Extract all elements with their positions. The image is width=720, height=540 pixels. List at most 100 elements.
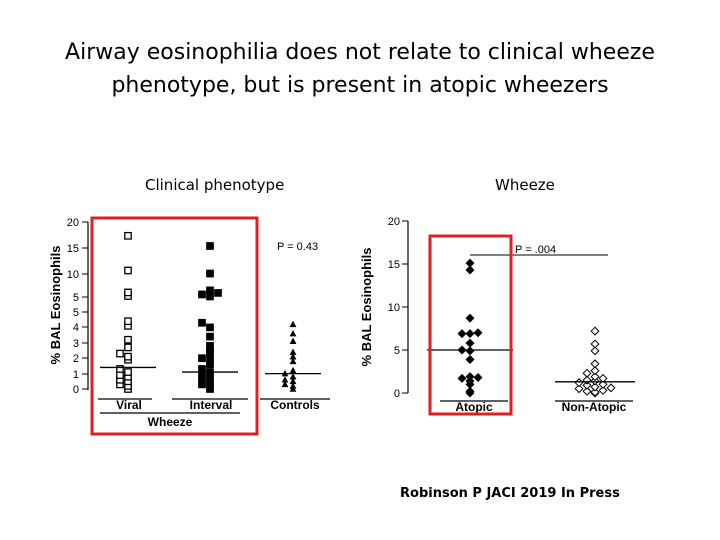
left-tick-label: 1 bbox=[73, 369, 79, 381]
controls-point bbox=[289, 377, 297, 385]
viral-point bbox=[124, 266, 132, 275]
controls-point bbox=[289, 329, 297, 337]
non-atopic-point bbox=[598, 385, 608, 395]
non-atopic-point bbox=[590, 372, 600, 382]
x-label-atopic: Atopic bbox=[455, 400, 493, 414]
interval-point bbox=[198, 375, 206, 384]
right-y-ticks: 0 5 10 15 20 bbox=[388, 216, 408, 400]
controls-point bbox=[281, 380, 289, 388]
right-tick-label: 20 bbox=[388, 216, 400, 228]
interval-point bbox=[198, 318, 206, 327]
non-atopic-point bbox=[582, 368, 592, 378]
non-atopic-point bbox=[606, 383, 616, 393]
right-p-value: P = .004 bbox=[515, 244, 556, 256]
left-p-value: P = 0.43 bbox=[277, 241, 318, 253]
viral-point bbox=[124, 335, 132, 344]
right-chart-subtitle: Wheeze bbox=[495, 176, 555, 194]
viral-point bbox=[124, 231, 132, 240]
atopic-point bbox=[465, 346, 475, 356]
viral-point bbox=[124, 288, 132, 297]
interval-point bbox=[206, 355, 214, 364]
controls-point bbox=[289, 366, 297, 374]
non-atopic-point bbox=[574, 378, 584, 388]
viral-point bbox=[124, 352, 132, 361]
atopic-point bbox=[465, 265, 475, 275]
interval-point bbox=[206, 332, 214, 341]
non-atopic-point bbox=[590, 346, 600, 356]
controls-point bbox=[289, 320, 297, 328]
left-chart: 0 1 2 3 4 5 5 10 15 20 % BAL Eosinophils P = 0.43… bbox=[48, 216, 330, 436]
non-atopic-point bbox=[590, 387, 600, 397]
left-y-ticks: 0 1 2 3 4 5 5 10 15 20 bbox=[67, 217, 88, 396]
left-tick-label: 3 bbox=[73, 338, 79, 350]
right-median-lines bbox=[427, 349, 635, 383]
left-tick-label: 2 bbox=[73, 353, 79, 365]
non-atopic-point bbox=[590, 382, 600, 392]
left-data-points bbox=[116, 231, 297, 393]
interval-point bbox=[206, 292, 214, 301]
viral-point bbox=[124, 343, 132, 352]
interval-point bbox=[198, 290, 206, 299]
atopic-point bbox=[457, 373, 467, 383]
non-atopic-point bbox=[582, 375, 592, 385]
controls-point bbox=[281, 376, 289, 383]
x-label-interval: Interval bbox=[190, 398, 233, 412]
slide-title: Airway eosinophilia does not relate to c… bbox=[0, 36, 720, 102]
left-tick-label: 10 bbox=[67, 269, 79, 281]
x-label-viral: Viral bbox=[116, 398, 142, 412]
atopic-point bbox=[465, 354, 475, 364]
viral-point bbox=[124, 368, 132, 376]
non-atopic-point bbox=[582, 380, 592, 390]
wheeze-group-label: Wheeze bbox=[148, 415, 193, 429]
atopic-point bbox=[465, 329, 475, 339]
interval-point bbox=[206, 286, 214, 295]
controls-point bbox=[289, 373, 297, 380]
left-highlight-box bbox=[90, 216, 259, 436]
left-tick-label: 15 bbox=[67, 243, 79, 255]
slide-title-line-1: Airway eosinophilia does not relate to c… bbox=[65, 40, 655, 65]
controls-point bbox=[289, 382, 297, 389]
controls-point bbox=[289, 348, 297, 355]
viral-point bbox=[124, 317, 132, 326]
non-atopic-point bbox=[574, 384, 584, 394]
non-atopic-point bbox=[590, 339, 600, 349]
interval-point bbox=[206, 242, 214, 250]
right-tick-label: 15 bbox=[388, 259, 400, 271]
interval-point bbox=[206, 269, 214, 278]
atopic-point bbox=[465, 386, 475, 396]
viral-point bbox=[116, 365, 124, 373]
citation: Robinson P JACI 2019 In Press bbox=[400, 486, 620, 501]
non-atopic-point bbox=[590, 359, 600, 369]
right-tick-label: 10 bbox=[388, 302, 400, 314]
right-tick-label: 0 bbox=[394, 388, 400, 400]
atopic-point bbox=[465, 338, 475, 348]
left-y-axis-label: % BAL Eosinophils bbox=[48, 246, 63, 365]
x-label-non-atopic: Non-Atopic bbox=[562, 400, 627, 414]
left-tick-label: 5 bbox=[73, 307, 79, 319]
atopic-point bbox=[465, 313, 475, 323]
controls-point bbox=[289, 337, 297, 345]
controls-point bbox=[289, 353, 297, 360]
right-tick-label: 5 bbox=[394, 345, 400, 357]
controls-point bbox=[289, 357, 297, 365]
non-atopic-point bbox=[598, 379, 608, 389]
right-data-points bbox=[457, 258, 616, 398]
right-chart: 0 5 10 15 20 % BAL Eosinophils P = .004 Atop… bbox=[359, 216, 635, 416]
left-median-lines bbox=[100, 366, 321, 375]
interval-point bbox=[198, 354, 206, 363]
right-highlight-box bbox=[428, 234, 513, 416]
viral-point bbox=[116, 349, 124, 358]
left-tick-label: 4 bbox=[73, 322, 79, 334]
viral-point bbox=[116, 371, 124, 379]
non-atopic-point bbox=[598, 373, 608, 383]
left-tick-label: 20 bbox=[67, 217, 79, 229]
atopic-point bbox=[457, 329, 467, 339]
non-atopic-point bbox=[590, 326, 600, 336]
atopic-point bbox=[465, 372, 475, 382]
left-tick-label: 0 bbox=[73, 384, 79, 396]
atopic-point bbox=[473, 328, 483, 338]
non-atopic-point bbox=[590, 366, 600, 376]
right-y-axis-label: % BAL Eosinophils bbox=[359, 248, 374, 367]
x-label-controls: Controls bbox=[270, 398, 320, 412]
